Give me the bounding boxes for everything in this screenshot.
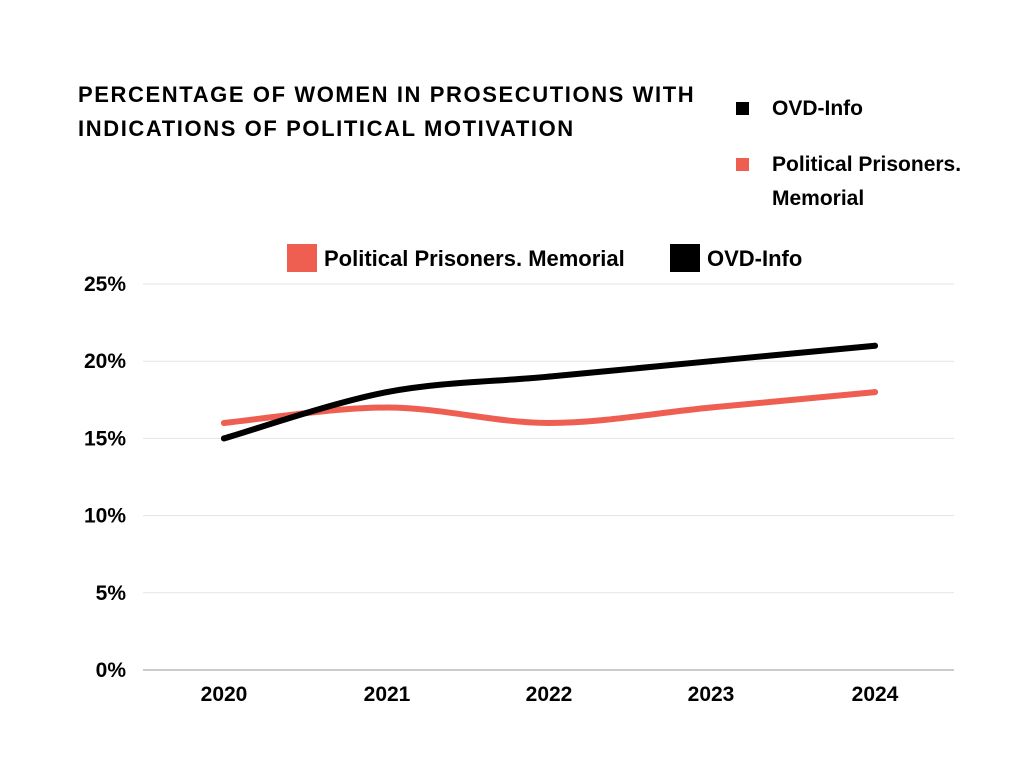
legend-swatch-ovd-info: [670, 244, 700, 272]
chart-title-line-2: INDICATIONS OF POLITICAL MOTIVATION: [78, 116, 575, 141]
x-tick-label: 2024: [852, 683, 899, 706]
data-point-ovd-info-2023: [708, 358, 714, 365]
y-tick-label: 0%: [96, 659, 127, 682]
data-point-political-prisoners-memorial-2024: [872, 389, 878, 396]
data-point-ovd-info-2024: [872, 342, 878, 349]
data-point-ovd-info-2022: [546, 373, 552, 380]
chart-title: PERCENTAGE OF WOMEN IN PROSECUTIONS WITH…: [78, 78, 728, 146]
side-legend-label-memorial-line-2: Memorial: [772, 187, 865, 210]
data-point-ovd-info-2021: [384, 389, 390, 396]
data-point-ovd-info-2020: [221, 435, 227, 442]
y-tick-label: 5%: [96, 582, 127, 605]
chart-title-line-1: PERCENTAGE OF WOMEN IN PROSECUTIONS WITH: [78, 82, 696, 107]
ovd-info-swatch: [736, 102, 749, 115]
memorial-swatch: [736, 158, 749, 171]
x-tick-label: 2020: [201, 683, 248, 706]
x-tick-label: 2023: [688, 683, 735, 706]
legend-swatch-memorial: [287, 244, 317, 272]
side-legend-label-ovd-info: OVD-Info: [772, 97, 863, 120]
data-point-political-prisoners-memorial-2021: [384, 404, 390, 411]
side-legend-label-memorial-line-1: Political Prisoners.: [772, 153, 962, 176]
y-tick-label: 10%: [84, 505, 126, 528]
legend-label-memorial: Political Prisoners. Memorial: [324, 246, 625, 271]
data-point-political-prisoners-memorial-2022: [546, 419, 552, 426]
side-legend-item-ovd-info: OVD-Info: [736, 92, 1006, 126]
side-legend-item-memorial: Political Prisoners. Memorial: [736, 148, 1006, 216]
x-tick-label: 2022: [526, 683, 573, 706]
legend-label-ovd-info: OVD-Info: [707, 246, 802, 271]
side-legend-label-memorial: Political Prisoners. Memorial: [772, 148, 961, 216]
x-tick-label: 2021: [364, 683, 411, 706]
data-point-political-prisoners-memorial-2023: [708, 404, 714, 411]
data-point-political-prisoners-memorial-2020: [221, 419, 227, 426]
y-tick-label: 15%: [84, 427, 126, 450]
side-legend: OVD-Info Political Prisoners. Memorial: [736, 92, 1006, 216]
y-tick-label: 20%: [84, 350, 126, 373]
y-tick-label: 25%: [84, 273, 126, 296]
